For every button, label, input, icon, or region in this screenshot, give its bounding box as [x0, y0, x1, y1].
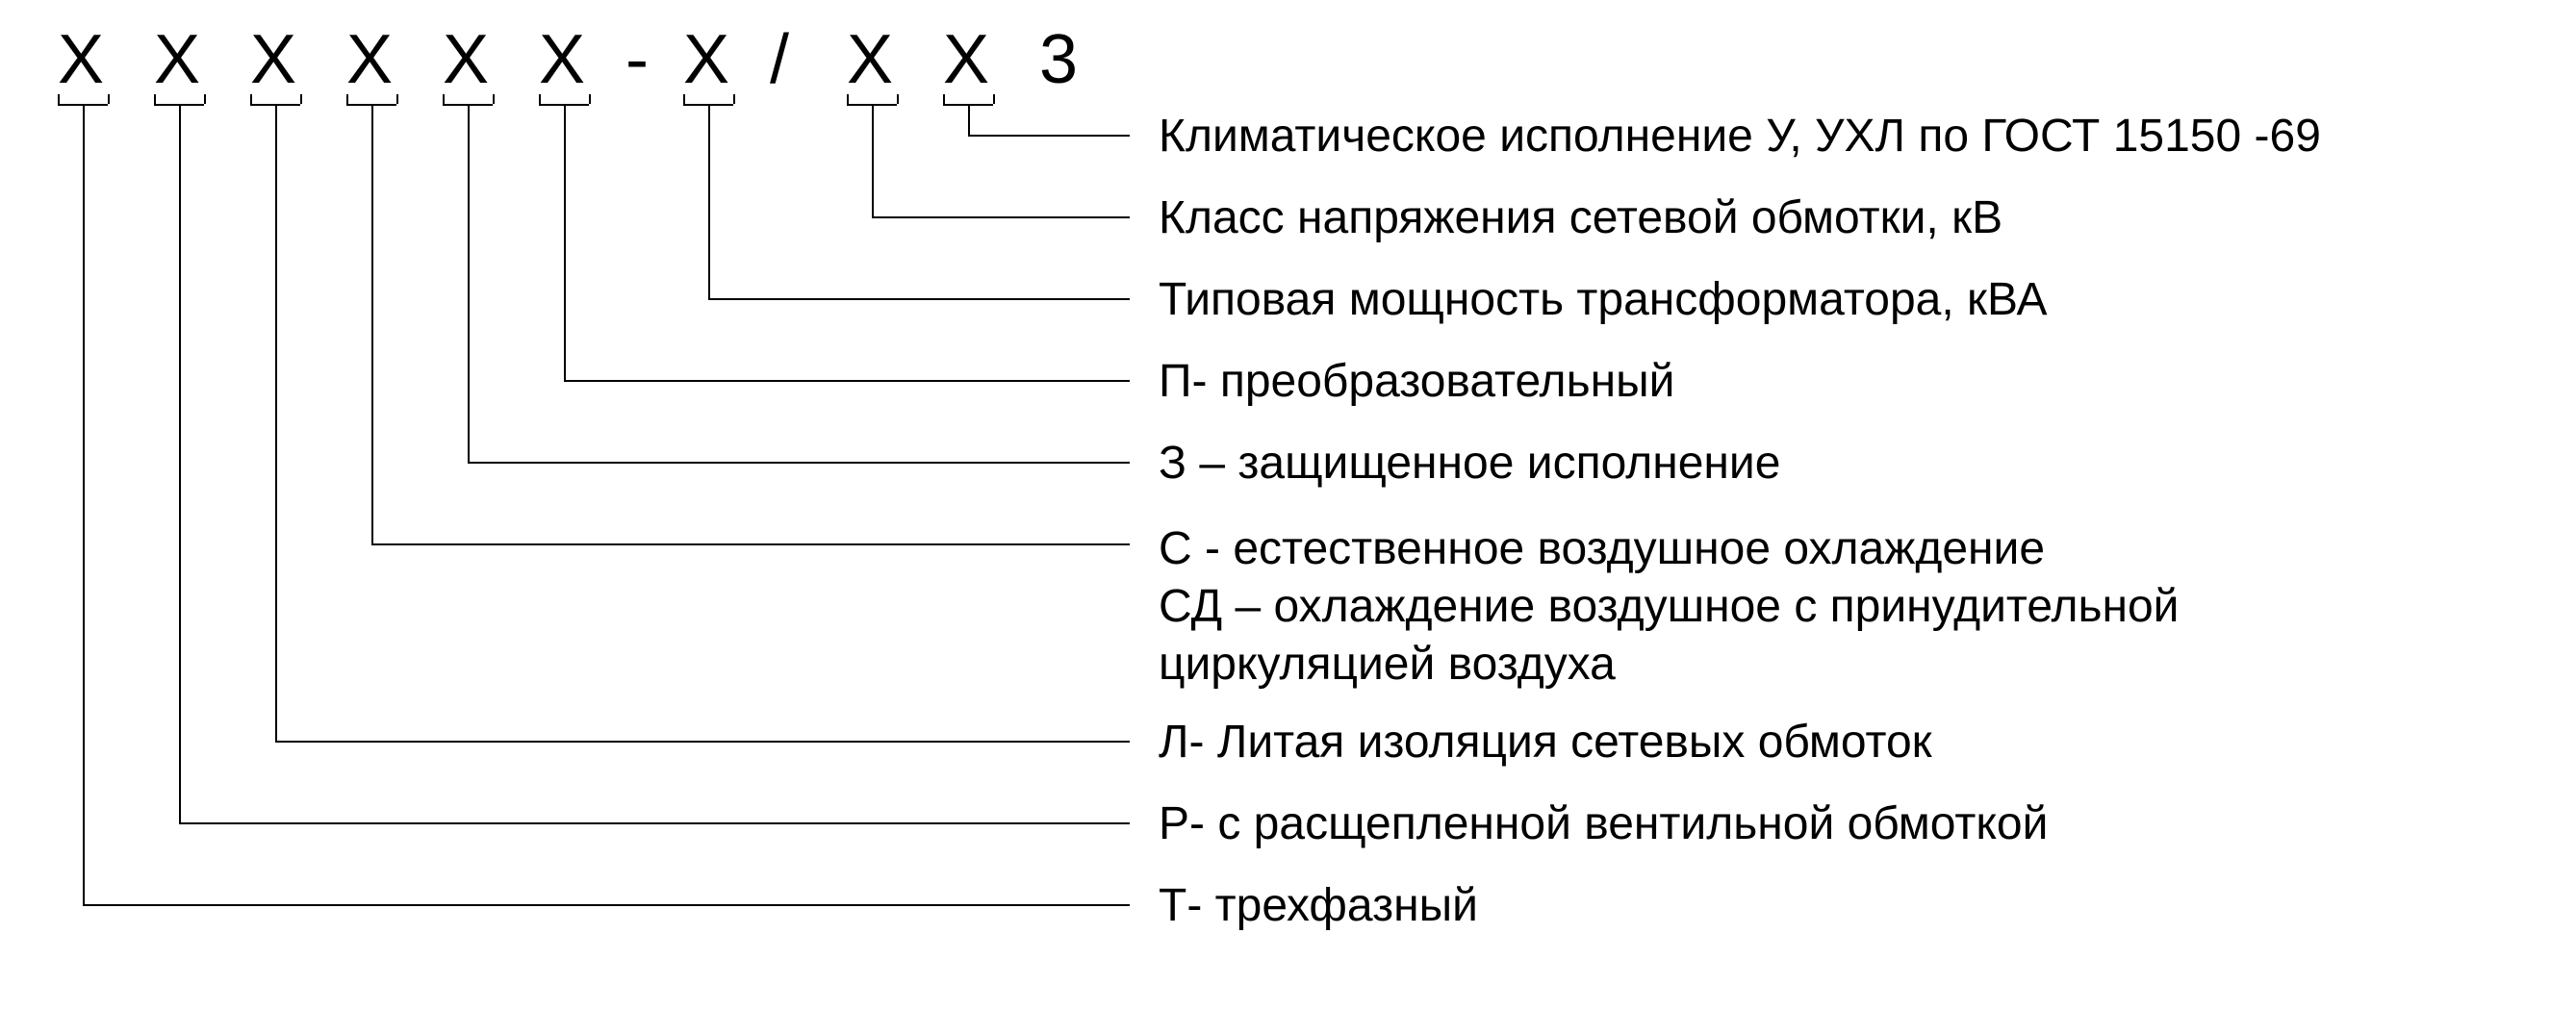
label-1: Класс напряжения сетевой обмотки, кВ [1159, 193, 2002, 244]
label-2: Типовая мощность трансформатора, кВА [1159, 275, 2047, 326]
label-3: П- преобразовательный [1159, 357, 1674, 408]
lead-0 [968, 135, 1130, 137]
lead-4 [468, 462, 1130, 464]
tick-l-0 [943, 94, 945, 104]
label-6: Л- Литая изоляция сетевых обмоток [1159, 718, 1932, 769]
drop-6 [275, 104, 277, 741]
tick-l-2 [683, 94, 685, 104]
tick-r-2 [733, 94, 735, 104]
code-char-4: Х [443, 25, 489, 94]
code-char-8: / [770, 25, 789, 94]
tick-r-1 [897, 94, 899, 104]
code-char-2: Х [250, 25, 296, 94]
tick-r-8 [108, 94, 110, 104]
lead-8 [83, 904, 1130, 906]
drop-0 [968, 104, 970, 135]
tick-l-3 [539, 94, 541, 104]
label-5-line-0: С - естественное воздушное охлаждение [1159, 520, 2179, 578]
tick-r-4 [493, 94, 495, 104]
drop-3 [564, 104, 566, 380]
tick-l-8 [58, 94, 60, 104]
drop-8 [83, 104, 85, 904]
code-char-1: Х [154, 25, 200, 94]
lead-3 [564, 380, 1130, 382]
lead-6 [275, 741, 1130, 743]
label-8: Т- трехфазный [1159, 881, 1478, 932]
lead-2 [708, 298, 1130, 300]
code-char-7: Х [683, 25, 729, 94]
label-5-line-1: СД – охлаждение воздушное с принудительн… [1159, 578, 2179, 636]
drop-5 [371, 104, 373, 543]
code-char-10: Х [943, 25, 989, 94]
tick-r-7 [204, 94, 206, 104]
tick-l-1 [847, 94, 849, 104]
drop-2 [708, 104, 710, 298]
lead-1 [872, 216, 1130, 218]
lead-7 [179, 822, 1130, 824]
tick-l-4 [443, 94, 445, 104]
lead-5 [371, 543, 1130, 545]
drop-1 [872, 104, 874, 216]
drop-7 [179, 104, 181, 822]
label-7: Р- с расщепленной вентильной обмоткой [1159, 799, 2048, 850]
code-char-0: Х [58, 25, 104, 94]
drop-4 [468, 104, 470, 462]
tick-l-5 [346, 94, 348, 104]
code-char-9: Х [847, 25, 893, 94]
tick-l-7 [154, 94, 156, 104]
code-char-3: Х [346, 25, 393, 94]
code-decoder-diagram: ХХХХХХ-Х/ХХ3Климатическое исполнение У, … [0, 0, 2576, 1035]
tick-r-3 [589, 94, 591, 104]
tick-r-6 [300, 94, 302, 104]
code-char-6: - [625, 25, 649, 94]
label-0: Климатическое исполнение У, УХЛ по ГОСТ … [1159, 112, 2321, 163]
code-char-5: Х [539, 25, 585, 94]
label-5-line-2: циркуляцией воздуха [1159, 636, 2179, 694]
tick-r-0 [993, 94, 995, 104]
label-4: З – защищенное исполнение [1159, 439, 1780, 490]
tick-r-5 [396, 94, 398, 104]
tick-l-6 [250, 94, 252, 104]
code-char-11: 3 [1039, 25, 1078, 94]
label-5: С - естественное воздушное охлаждениеСД … [1159, 520, 2179, 694]
